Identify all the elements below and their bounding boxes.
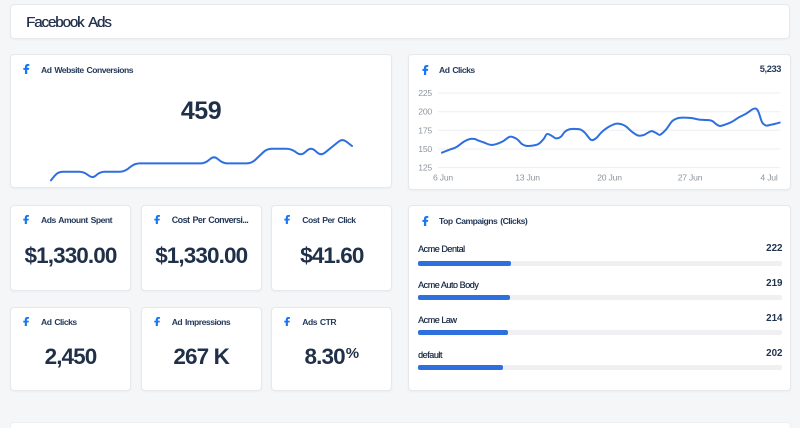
svg-text:13 Jun: 13 Jun bbox=[515, 173, 540, 183]
svg-text:125: 125 bbox=[418, 163, 432, 173]
svg-text:27 Jun: 27 Jun bbox=[678, 173, 703, 183]
svg-text:20 Jun: 20 Jun bbox=[597, 173, 622, 183]
svg-text:150: 150 bbox=[418, 144, 432, 154]
svg-text:4 Jul: 4 Jul bbox=[760, 173, 777, 183]
svg-text:200: 200 bbox=[418, 107, 432, 117]
svg-text:6 Jun: 6 Jun bbox=[433, 173, 453, 183]
svg-text:225: 225 bbox=[418, 88, 432, 98]
svg-text:175: 175 bbox=[418, 125, 432, 135]
